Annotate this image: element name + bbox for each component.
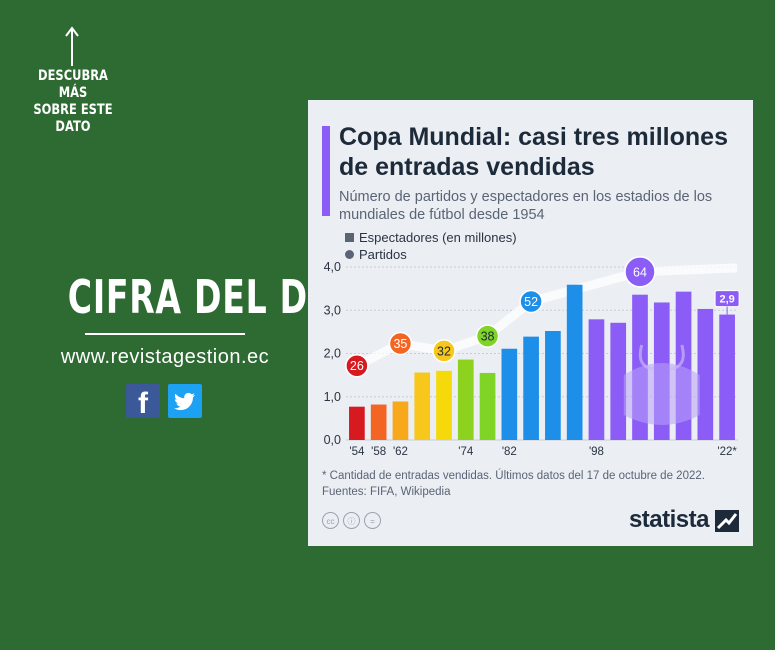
bar: [523, 336, 539, 440]
match-label: 64: [633, 265, 647, 279]
bar-chart: 0,0 1,0 2,0 3,0 4,0 '54 '58 '62 '74 '82 '98 '22* 2,9…: [324, 230, 740, 458]
bar: [479, 372, 496, 440]
chart-title: Copa Mundial: casi tres millones de entr…: [339, 123, 728, 181]
footnote: * Cantidad de entradas vendidas. Últimos…: [322, 468, 742, 500]
legend-label: Partidos: [359, 247, 407, 262]
match-label: 26: [350, 359, 364, 373]
statista-logo-icon: [715, 510, 739, 532]
match-label: 38: [481, 330, 495, 344]
x-tick-label: '98: [589, 446, 604, 458]
trophy-illustration: [623, 363, 700, 425]
license-icons: cc ⓘ =: [322, 512, 381, 529]
bar: [588, 319, 605, 440]
bar: [436, 370, 452, 440]
y-tick-label: 4,0: [324, 260, 341, 274]
cta-line: SOBRE ESTE: [33, 102, 113, 118]
y-tick-label: 1,0: [324, 390, 341, 404]
x-tick-label: '54: [349, 446, 365, 458]
bar: [610, 322, 627, 440]
y-tick-label: 3,0: [324, 303, 341, 317]
page-heading: CIFRA DEL DÍA: [67, 270, 348, 324]
x-tick-label: '58: [371, 446, 386, 458]
match-label: 35: [393, 337, 407, 351]
legend-swatch-matches: [345, 250, 354, 259]
bar: [457, 359, 474, 440]
bar: [370, 404, 387, 440]
cc-icon[interactable]: cc: [322, 512, 339, 529]
divider: [85, 333, 245, 335]
match-label: 32: [437, 344, 451, 358]
match-point: [388, 331, 413, 356]
title-accent-bar: [322, 126, 330, 216]
x-tick-label: '22*: [717, 446, 737, 458]
no-derivatives-icon[interactable]: =: [364, 512, 381, 529]
footnote-text: * Cantidad de entradas vendidas. Últimos…: [322, 470, 705, 482]
x-tick-label: '82: [502, 446, 517, 458]
bar: [414, 372, 431, 440]
bar: [349, 406, 365, 440]
legend-swatch-spectators: [345, 233, 354, 242]
match-point: [475, 324, 500, 348]
bar: [719, 314, 735, 440]
facebook-icon[interactable]: f: [126, 384, 160, 420]
y-tick-label: 0,0: [324, 433, 341, 447]
bar: [697, 308, 714, 440]
bar: [545, 331, 561, 440]
cta-line: DESCUBRA MÁS: [38, 68, 108, 101]
social-links: f: [126, 384, 202, 420]
x-tick-label: '62: [393, 446, 408, 458]
statista-logo-text[interactable]: statista: [628, 506, 710, 533]
up-arrow-icon: [65, 26, 79, 66]
chart-subtitle: Número de partidos y espectadores en los…: [339, 189, 713, 223]
sources-text: Fuentes: FIFA, Wikipedia: [322, 486, 451, 498]
website-link[interactable]: www.revistagestion.ec: [60, 346, 270, 368]
data-label: 2,9: [719, 294, 734, 306]
infographic-card: Copa Mundial: casi tres millones de entr…: [308, 100, 753, 546]
cta-line: DATO: [55, 119, 91, 135]
trophy-illustration: [638, 344, 685, 371]
match-label: 52: [524, 295, 538, 309]
match-point: [432, 339, 456, 363]
cta-text[interactable]: DESCUBRA MÁS SOBRE ESTE DATO: [25, 68, 122, 136]
svg-text:f: f: [138, 387, 149, 418]
x-tick-label: '74: [458, 446, 474, 458]
match-point: [345, 353, 369, 378]
attribution-icon[interactable]: ⓘ: [343, 512, 360, 529]
bar: [392, 401, 409, 440]
match-point: [624, 256, 656, 288]
bar: [501, 348, 518, 440]
bar: [566, 284, 583, 440]
twitter-icon[interactable]: [168, 384, 202, 418]
y-tick-label: 2,0: [324, 347, 341, 361]
match-point: [519, 289, 543, 314]
legend-label: Espectadores (en millones): [359, 230, 517, 245]
